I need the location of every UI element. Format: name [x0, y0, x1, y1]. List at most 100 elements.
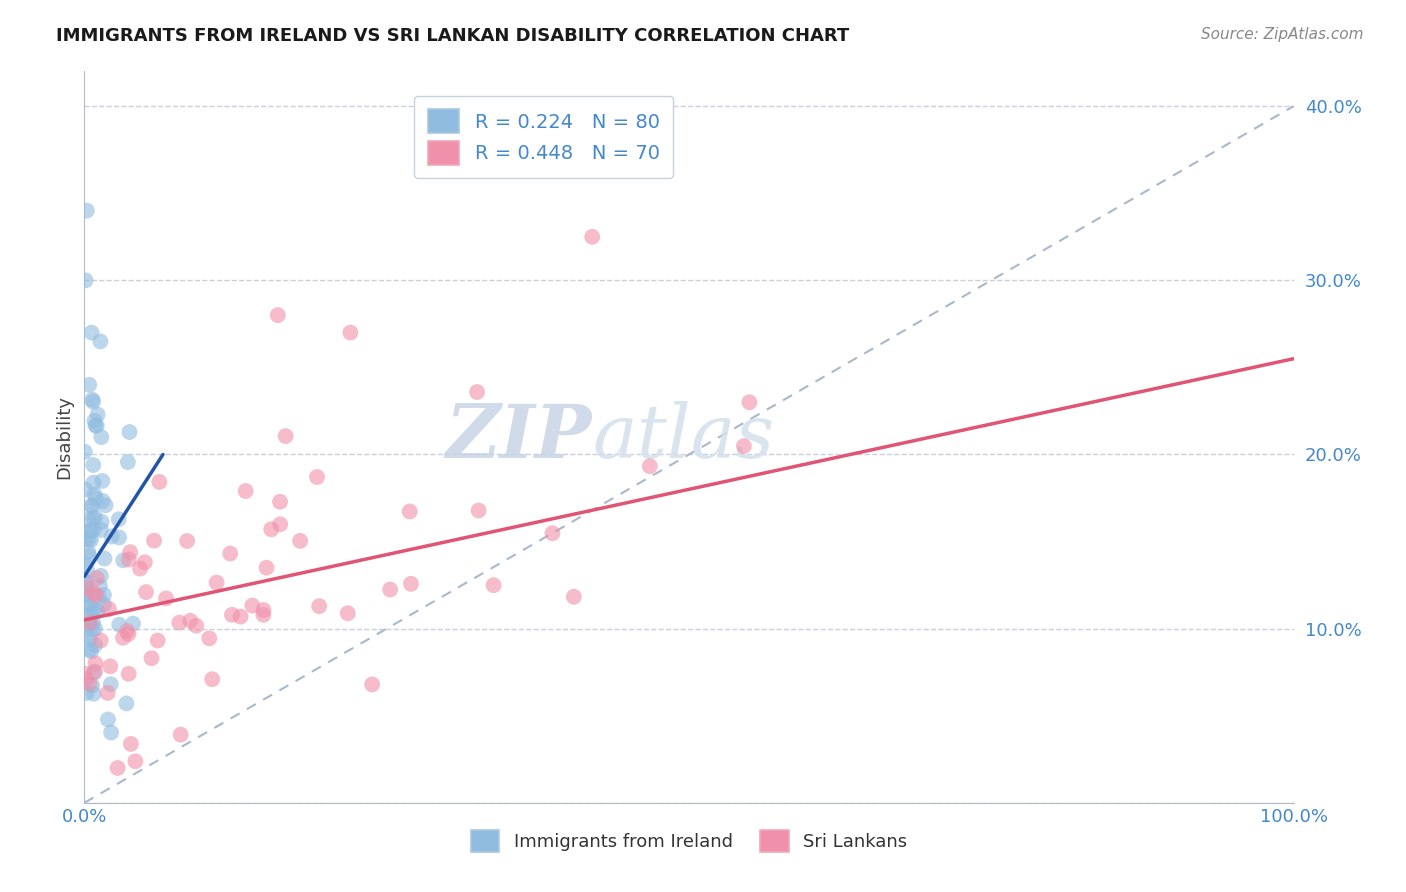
- Point: [76, 686, 98, 700]
- Point: [83, 687, 105, 701]
- Point: [221, 607, 243, 622]
- Point: [79, 617, 101, 632]
- Point: [339, 326, 361, 340]
- Point: [75, 627, 97, 641]
- Point: [269, 517, 291, 532]
- Point: [93, 551, 115, 566]
- Point: [82, 500, 104, 514]
- Point: [79, 642, 101, 657]
- Y-axis label: Disability: Disability: [55, 395, 73, 479]
- Point: [77, 545, 100, 559]
- Point: [129, 561, 152, 575]
- Point: [80, 644, 103, 658]
- Point: [93, 598, 115, 612]
- Point: [77, 549, 100, 563]
- Point: [148, 475, 170, 489]
- Point: [87, 590, 110, 604]
- Point: [219, 547, 242, 561]
- Point: [86, 418, 108, 433]
- Text: Source: ZipAtlas.com: Source: ZipAtlas.com: [1201, 27, 1364, 42]
- Point: [79, 632, 101, 646]
- Point: [83, 586, 105, 600]
- Point: [83, 665, 105, 680]
- Point: [107, 512, 129, 526]
- Point: [361, 677, 384, 691]
- Point: [79, 606, 101, 620]
- Point: [76, 564, 98, 578]
- Point: [98, 659, 121, 673]
- Point: [541, 526, 564, 541]
- Point: [75, 531, 97, 545]
- Point: [83, 523, 105, 537]
- Point: [562, 590, 585, 604]
- Point: [229, 609, 252, 624]
- Point: [83, 475, 105, 490]
- Point: [169, 728, 191, 742]
- Point: [186, 618, 208, 632]
- Legend: Immigrants from Ireland, Sri Lankans: Immigrants from Ireland, Sri Lankans: [464, 823, 914, 860]
- Point: [733, 439, 755, 453]
- Point: [75, 273, 97, 287]
- Point: [86, 571, 108, 585]
- Point: [86, 604, 108, 618]
- Point: [84, 665, 107, 679]
- Point: [76, 584, 98, 599]
- Point: [336, 607, 359, 621]
- Point: [73, 557, 96, 571]
- Point: [89, 579, 111, 593]
- Point: [91, 474, 114, 488]
- Point: [80, 326, 103, 340]
- Point: [82, 392, 104, 407]
- Point: [118, 666, 141, 681]
- Point: [80, 533, 103, 547]
- Point: [90, 569, 112, 583]
- Point: [79, 676, 101, 690]
- Point: [100, 677, 122, 691]
- Point: [274, 429, 297, 443]
- Point: [83, 414, 105, 428]
- Point: [117, 455, 139, 469]
- Point: [124, 754, 146, 768]
- Point: [252, 603, 274, 617]
- Point: [269, 494, 291, 508]
- Point: [73, 444, 96, 458]
- Point: [79, 612, 101, 626]
- Point: [84, 418, 107, 433]
- Point: [90, 515, 112, 529]
- Point: [93, 588, 115, 602]
- Point: [91, 494, 114, 508]
- Point: [73, 666, 96, 681]
- Point: [143, 533, 166, 548]
- Text: atlas: atlas: [592, 401, 775, 474]
- Point: [240, 599, 263, 613]
- Point: [84, 638, 107, 652]
- Point: [76, 599, 98, 613]
- Point: [75, 672, 97, 686]
- Point: [198, 632, 221, 646]
- Point: [305, 470, 328, 484]
- Point: [738, 395, 761, 409]
- Point: [75, 483, 97, 497]
- Point: [308, 599, 330, 614]
- Point: [252, 607, 274, 622]
- Point: [82, 458, 104, 472]
- Point: [115, 624, 138, 638]
- Point: [482, 578, 505, 592]
- Point: [75, 581, 97, 595]
- Text: IMMIGRANTS FROM IRELAND VS SRI LANKAN DISABILITY CORRELATION CHART: IMMIGRANTS FROM IRELAND VS SRI LANKAN DI…: [56, 27, 849, 45]
- Point: [84, 657, 107, 671]
- Point: [399, 577, 422, 591]
- Point: [79, 615, 101, 630]
- Point: [86, 408, 108, 422]
- Point: [97, 686, 120, 700]
- Point: [288, 533, 311, 548]
- Point: [100, 725, 122, 739]
- Point: [179, 614, 201, 628]
- Point: [118, 425, 141, 439]
- Point: [117, 627, 139, 641]
- Point: [201, 672, 224, 686]
- Point: [83, 603, 105, 617]
- Point: [82, 615, 104, 630]
- Point: [638, 459, 661, 474]
- Point: [77, 512, 100, 526]
